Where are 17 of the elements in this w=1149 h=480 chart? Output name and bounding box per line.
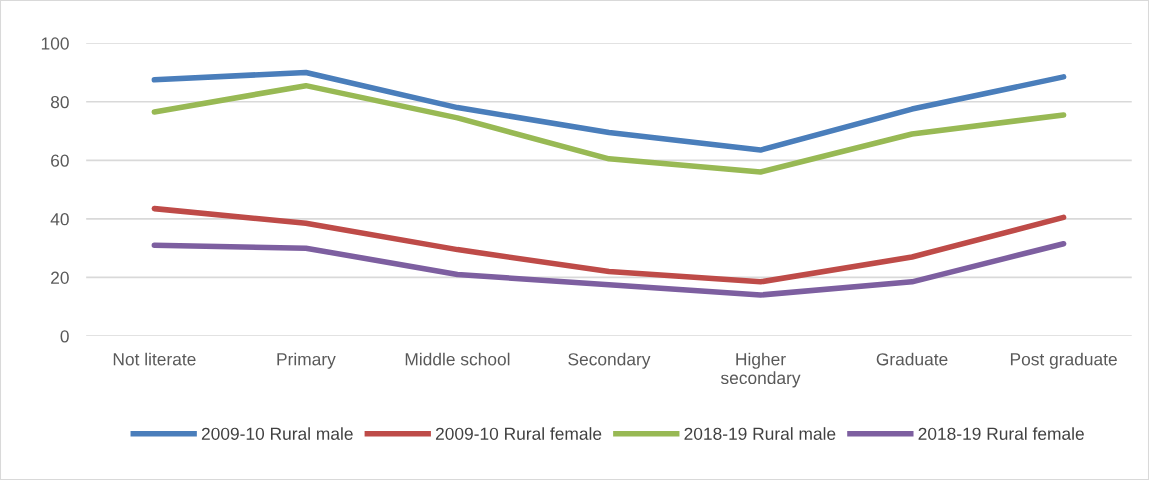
y-tick-label: 0 xyxy=(60,330,69,343)
legend-label: 2009-10 Rural female xyxy=(435,427,602,440)
y-tick-label: 60 xyxy=(51,154,69,167)
x-tick-label: Graduate xyxy=(876,352,948,366)
x-tick-label: Secondary xyxy=(568,352,651,369)
x-tick-label: Middle school xyxy=(405,352,510,366)
x-tick-label: Not literate xyxy=(113,352,196,366)
x-tick-label: Post graduate xyxy=(1010,352,1117,369)
legend-label: 2018-19 Rural male xyxy=(684,427,836,440)
legend-label: 2009-10 Rural male xyxy=(201,427,353,440)
y-tick-label: 20 xyxy=(51,271,69,284)
x-tick-label: Primary xyxy=(277,352,336,369)
y-tick-label: 100 xyxy=(41,37,69,50)
y-tick-label: 40 xyxy=(50,213,69,226)
legend-label: 2018-19 Rural female xyxy=(918,427,1084,440)
x-tick-label: Higher secondary xyxy=(720,352,801,388)
y-tick-label: 80 xyxy=(50,95,69,109)
